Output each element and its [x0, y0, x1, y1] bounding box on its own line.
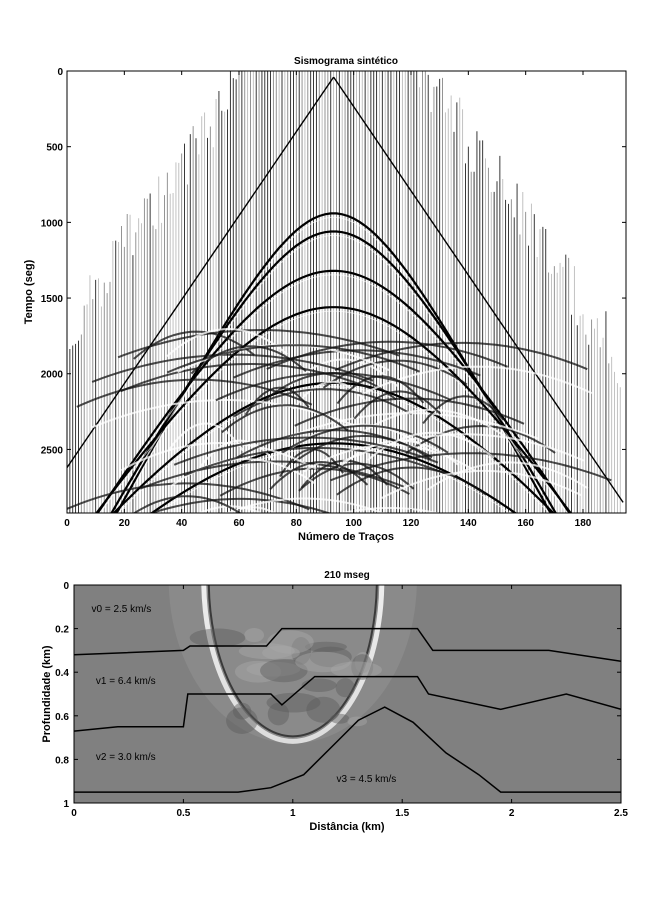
x-tick-label: 2.5 [614, 808, 628, 819]
y-tick-label: 2500 [41, 445, 64, 456]
x-tick-label: 180 [575, 518, 592, 529]
x-axis-label: Distância (km) [309, 821, 385, 833]
y-tick-label: 1500 [41, 294, 64, 305]
wavefield-blob [226, 707, 258, 734]
y-tick-label: 0.8 [55, 755, 69, 766]
x-tick-label: 2 [509, 808, 515, 819]
x-tick-label: 0.5 [176, 808, 190, 819]
y-tick-label: 0.2 [55, 625, 69, 636]
x-tick-label: 60 [233, 518, 245, 529]
y-tick-label: 500 [46, 143, 63, 154]
chart-title: Sismograma sintético [294, 56, 398, 67]
velocity-label: v1 = 6.4 km/s [96, 676, 156, 687]
y-tick-label: 1000 [41, 218, 64, 229]
wavefield-blob [190, 628, 246, 647]
y-tick-label: 2000 [41, 370, 64, 381]
velocity-label: v0 = 2.5 km/s [92, 604, 152, 615]
x-tick-label: 0 [64, 518, 70, 529]
x-tick-label: 160 [517, 518, 534, 529]
x-tick-label: 40 [176, 518, 188, 529]
y-tick-label: 0.6 [55, 712, 69, 723]
y-tick-label: 1 [63, 799, 69, 810]
wavefield-blob [306, 697, 340, 723]
x-tick-label: 0 [71, 808, 77, 819]
y-axis-label: Profundidade (km) [41, 645, 53, 743]
wavefield-blob [336, 678, 355, 697]
x-tick-label: 120 [403, 518, 420, 529]
chart-title: 210 mseg [324, 570, 370, 581]
y-tick-label: 0 [57, 67, 63, 78]
x-tick-label: 140 [460, 518, 477, 529]
x-axis-label: Número de Traços [298, 531, 394, 543]
y-tick-label: 0 [63, 581, 69, 592]
y-tick-label: 0.4 [55, 668, 69, 679]
x-tick-label: 1.5 [395, 808, 409, 819]
x-tick-label: 100 [345, 518, 362, 529]
seismogram-chart: Sismograma sintético 0 20 40 60 80 100 120 140 1… [23, 56, 626, 652]
wavefield-blob [268, 703, 289, 726]
y-axis-label: Tempo (seg) [23, 259, 35, 324]
velocity-label: v3 = 4.5 km/s [337, 774, 397, 785]
wavefield-blob [244, 628, 264, 642]
x-tick-label: 20 [119, 518, 131, 529]
x-tick-label: 1 [290, 808, 296, 819]
velocity-label: v2 = 3.0 km/s [96, 752, 156, 763]
wavefield-blob [302, 678, 337, 691]
wavefield-blob [267, 630, 314, 654]
x-tick-label: 80 [291, 518, 303, 529]
wavefield-blob [295, 652, 350, 672]
